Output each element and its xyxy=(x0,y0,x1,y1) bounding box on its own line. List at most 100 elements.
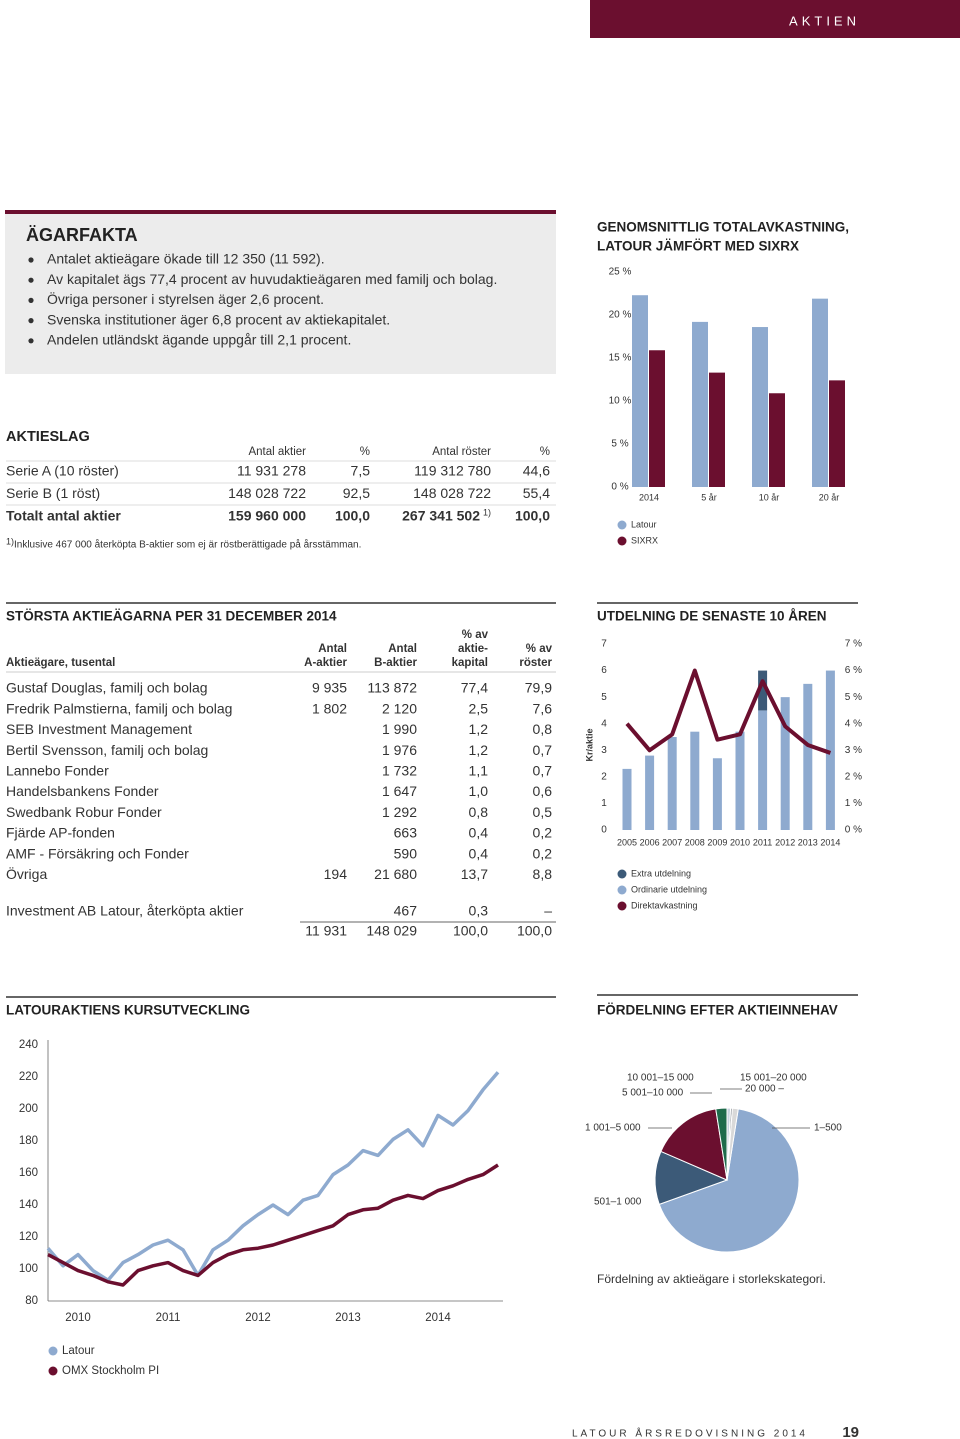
row-label: Fjärde AP-fonden xyxy=(6,825,115,841)
cell: 100,0 xyxy=(335,508,370,524)
cell: 194 xyxy=(324,866,348,882)
table-title: AKTIESLAG xyxy=(6,429,90,445)
cell: 100,0 xyxy=(515,508,550,524)
slice-label: 1 001–5 000 xyxy=(585,1123,641,1134)
cell: 467 xyxy=(394,903,418,919)
column-header: % av xyxy=(526,643,553,655)
cell: 13,7 xyxy=(461,866,488,882)
bar xyxy=(803,683,813,830)
slice-label: 5 001–10 000 xyxy=(622,1088,684,1099)
cell: 0,7 xyxy=(533,742,553,758)
row-label: Gustaf Douglas, familj och bolag xyxy=(6,680,208,696)
pie-slice xyxy=(726,1107,739,1181)
legend-label: Latour xyxy=(631,519,657,529)
legend-label: OMX Stockholm PI xyxy=(62,1365,159,1377)
cell: 79,9 xyxy=(525,680,552,696)
bar xyxy=(769,393,785,487)
data-line xyxy=(625,668,832,755)
y-tick-label: 6 xyxy=(601,665,607,676)
legend-marker xyxy=(617,885,627,895)
cell: 0,4 xyxy=(469,825,489,841)
column-header: % xyxy=(540,446,550,458)
column-header: Antal röster xyxy=(432,446,491,458)
y-axis-label: Kr/aktie xyxy=(584,728,594,761)
y-tick-label: 5 % xyxy=(845,692,862,703)
bar xyxy=(735,731,745,830)
column-header: Antal xyxy=(318,643,347,655)
y-tick-label: 240 xyxy=(19,1039,38,1051)
cell: 267 341 502 xyxy=(402,508,480,524)
cell: 113 872 xyxy=(367,680,417,696)
bullet xyxy=(28,338,34,344)
y-tick-label: 1 % xyxy=(845,798,862,809)
column-header: röster xyxy=(519,657,552,669)
cell: 148 028 722 xyxy=(228,485,306,501)
bullet xyxy=(28,297,34,303)
legend-label: Direktavkastning xyxy=(631,900,698,910)
row-label: AMF - Försäkring och Fonder xyxy=(6,845,189,861)
x-tick-label: 2008 xyxy=(685,837,705,847)
cell: 7,6 xyxy=(533,700,553,716)
x-tick-label: 2006 xyxy=(640,837,660,847)
slice-label: 10 001–15 000 xyxy=(627,1073,694,1084)
cell: 9 935 xyxy=(312,680,347,696)
row-label: Övriga xyxy=(6,865,47,882)
x-tick-label: 2014 xyxy=(425,1312,451,1324)
bar xyxy=(752,327,768,487)
column-header: aktie- xyxy=(458,643,488,655)
y-tick-label: 140 xyxy=(19,1199,38,1211)
bar xyxy=(645,755,655,830)
cell: – xyxy=(544,903,552,919)
bar xyxy=(758,710,768,830)
cell: 1,1 xyxy=(469,763,489,779)
slice-label: 501–1 000 xyxy=(594,1197,642,1208)
y-tick-label: 1 xyxy=(601,798,607,809)
y-tick-label: 15 % xyxy=(609,353,632,364)
bar xyxy=(812,298,828,487)
cell: 1 732 xyxy=(382,763,417,779)
y-tick-label: 2 xyxy=(601,771,607,782)
x-tick-label: 2005 xyxy=(617,837,637,847)
y-tick-label: 0 % xyxy=(845,825,862,836)
x-tick-label: 2011 xyxy=(156,1312,181,1324)
y-tick-label: 160 xyxy=(19,1167,38,1179)
bar xyxy=(829,380,845,487)
cell: 100,0 xyxy=(517,923,552,939)
fact-item: Övriga personer i styrelsen äger 2,6 pro… xyxy=(47,290,324,307)
y-tick-label: 0 xyxy=(601,825,607,836)
cell: 1 292 xyxy=(382,804,417,820)
y-tick-label: 3 xyxy=(601,745,607,756)
x-tick-label: 10 år xyxy=(759,492,780,502)
y-tick-label: 25 % xyxy=(609,267,632,278)
cell: 21 680 xyxy=(374,866,417,882)
cell: 44,6 xyxy=(523,463,550,479)
column-header: B-aktier xyxy=(374,657,417,669)
fact-box-rule xyxy=(5,210,556,214)
cell: 77,4 xyxy=(461,680,488,696)
cell: 7,5 xyxy=(351,463,371,479)
cell: 11 931 278 xyxy=(237,463,306,479)
data-line xyxy=(46,1071,500,1282)
legend-label: SIXRX xyxy=(631,535,658,545)
y-tick-label: 6 % xyxy=(845,665,862,676)
cell: 1,2 xyxy=(469,742,489,758)
cell: 0,4 xyxy=(469,845,489,861)
table-title: STÖRSTA AKTIEÄGARNA PER 31 DECEMBER 2014 xyxy=(6,609,337,624)
page-number: 19 xyxy=(842,1424,859,1439)
y-tick-label: 2 % xyxy=(845,771,862,782)
bullet xyxy=(28,257,34,263)
x-tick-label: 2013 xyxy=(798,837,818,847)
pie-slice xyxy=(660,1108,728,1181)
cell: 0,8 xyxy=(533,721,553,737)
y-tick-label: 4 xyxy=(601,718,607,729)
y-tick-label: 5 xyxy=(601,692,607,703)
bar xyxy=(622,768,632,830)
cell: 119 312 780 xyxy=(414,463,491,479)
bar xyxy=(712,758,722,830)
y-tick-label: 3 % xyxy=(845,745,862,756)
column-header: % xyxy=(360,446,370,458)
fact-item: Svenska institutioner äger 6,8 procent a… xyxy=(47,311,390,327)
row-label: Fredrik Palmstierna, familj och bolag xyxy=(6,700,232,716)
fact-item: Av kapitalet ägs 77,4 procent av huvudak… xyxy=(47,271,497,287)
slice-label: 1–500 xyxy=(814,1123,842,1134)
